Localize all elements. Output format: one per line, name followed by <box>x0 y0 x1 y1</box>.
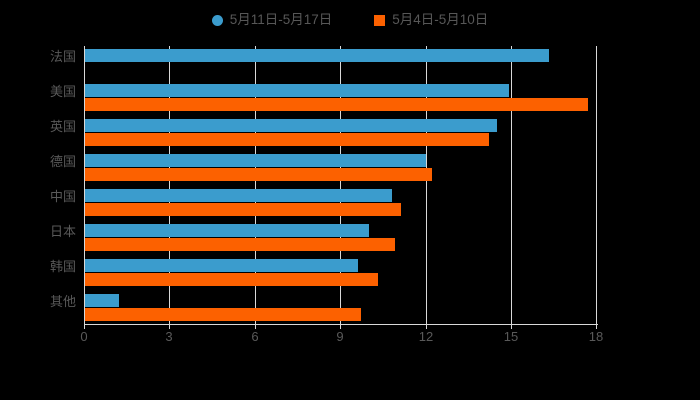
chart-legend: 5月11日-5月17日 5月4日-5月10日 <box>0 8 700 32</box>
plot-area <box>84 46 597 324</box>
legend-label-series-1: 5月11日-5月17日 <box>229 12 333 28</box>
bar-series-1-category-6[interactable] <box>85 259 359 272</box>
y-axis-label-2: 英国 <box>49 119 76 134</box>
y-axis-label-5: 日本 <box>49 224 76 239</box>
x-axis-labels: 0 3 6 9 12 15 18 <box>0 330 700 350</box>
legend-circle-marker-icon <box>211 14 223 26</box>
y-axis-label-6: 韩国 <box>49 259 76 274</box>
bar-series-2-category-4[interactable] <box>85 203 401 216</box>
x-axis-label-2: 6 <box>251 329 259 344</box>
x-axis-label-4: 12 <box>418 329 434 344</box>
y-axis-label-3: 德国 <box>49 154 76 169</box>
x-tickmark-0 <box>84 324 85 329</box>
gridline-9 <box>340 46 341 324</box>
bar-series-1-category-7[interactable] <box>85 294 120 307</box>
x-tickmark-12 <box>426 324 427 329</box>
x-tickmark-6 <box>255 324 256 329</box>
legend-square-marker-icon <box>374 14 386 26</box>
bar-series-1-category-1[interactable] <box>85 84 509 97</box>
x-tickmark-3 <box>169 324 170 329</box>
bar-series-1-category-4[interactable] <box>85 189 393 202</box>
bar-series-2-category-1[interactable] <box>85 98 589 111</box>
gridline-12 <box>426 46 427 324</box>
x-axis-label-1: 3 <box>165 329 173 344</box>
y-axis-label-4: 中国 <box>49 189 76 204</box>
gridline-6 <box>255 46 256 324</box>
bar-series-1-category-5[interactable] <box>85 224 370 237</box>
x-axis-label-3: 9 <box>336 329 344 344</box>
y-axis-label-0: 法国 <box>49 49 76 64</box>
bar-series-1-category-3[interactable] <box>85 154 427 167</box>
gridline-18 <box>596 46 597 324</box>
y-axis-label-7: 其他 <box>49 294 76 309</box>
gridline-15 <box>511 46 512 324</box>
bar-series-2-category-7[interactable] <box>85 308 361 321</box>
y-axis-labels: 法国 美国 英国 德国 中国 日本 韩国 其他 <box>0 46 76 324</box>
x-axis-label-5: 15 <box>503 329 519 344</box>
legend-label-series-2: 5月4日-5月10日 <box>392 12 489 28</box>
bar-series-2-category-6[interactable] <box>85 273 378 286</box>
y-axis-label-1: 美国 <box>49 84 76 99</box>
legend-item-series-2[interactable]: 5月4日-5月10日 <box>374 13 488 27</box>
x-axis-label-6: 18 <box>588 329 604 344</box>
x-tickmark-9 <box>340 324 341 329</box>
x-axis-label-0: 0 <box>80 329 88 344</box>
bar-series-1-category-0[interactable] <box>85 49 549 62</box>
bar-series-2-category-2[interactable] <box>85 133 489 146</box>
x-tickmark-15 <box>511 324 512 329</box>
bar-series-2-category-3[interactable] <box>85 168 433 181</box>
bar-series-2-category-5[interactable] <box>85 238 396 251</box>
gridline-3 <box>169 46 170 324</box>
x-axis-line <box>84 324 598 325</box>
legend-item-series-1[interactable]: 5月11日-5月17日 <box>211 12 333 28</box>
x-tickmark-18 <box>596 324 597 329</box>
y-axis-line <box>84 46 85 324</box>
bar-series-1-category-2[interactable] <box>85 119 498 132</box>
